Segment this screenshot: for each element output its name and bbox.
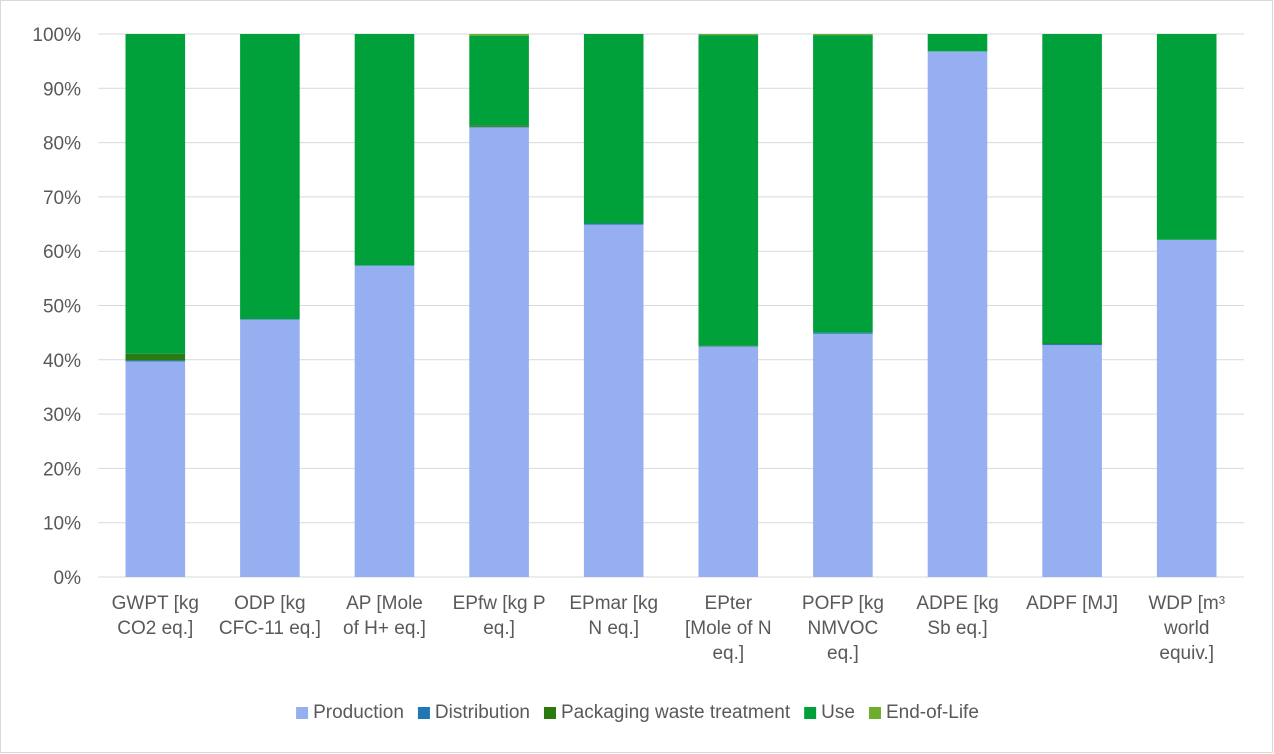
bar-segment-use xyxy=(354,34,415,266)
x-tick-label: WDP [m³ world equiv.] xyxy=(1148,593,1225,664)
bar-segment-production xyxy=(1042,345,1102,577)
bar-segment-use xyxy=(1156,34,1217,240)
x-axis-tick-labels: GWPT [kg CO2 eq.] ODP [kg CFC-11 eq.] AP [Mo… xyxy=(112,593,1225,664)
bar-segment-end-of-life xyxy=(813,34,873,36)
bar-segment-production xyxy=(813,333,873,577)
bar-segment-production xyxy=(125,361,186,577)
legend-item-distribution: Distribution xyxy=(417,702,530,723)
legend-item-use: Use xyxy=(804,702,855,723)
bar-segment-distribution xyxy=(125,360,186,362)
bar-segment-production xyxy=(927,51,988,577)
legend-item-end-of-life: End-of-Life xyxy=(868,702,979,723)
legend-item-packaging-waste-treatment: Packaging waste treatment xyxy=(543,702,791,723)
y-tick-label: 10% xyxy=(43,514,81,535)
bar-segment-use xyxy=(125,34,186,354)
legend-label: Production xyxy=(313,702,404,723)
legend-label: Use xyxy=(821,702,855,723)
x-tick-label: EPmar [kg N eq.] xyxy=(569,593,658,639)
x-tick-label: ADPE [kg Sb eq.] xyxy=(916,593,998,639)
bar-segment-use xyxy=(240,34,300,320)
bar-segment-use xyxy=(698,35,759,346)
bar-segment-distribution xyxy=(240,319,300,320)
bar-segment-production xyxy=(240,319,300,577)
bar-segment-packaging-waste-treatment xyxy=(1042,343,1102,345)
bar-segment-production xyxy=(583,224,644,577)
bar-segment-distribution xyxy=(1042,344,1102,346)
legend-swatch xyxy=(868,707,881,719)
bar-segment-end-of-life xyxy=(469,34,529,36)
legend: Production Distribution Packaging waste tr… xyxy=(296,702,979,723)
bar-segment-use xyxy=(469,35,529,126)
x-tick-label: AP [Mole of H+ eq.] xyxy=(343,593,426,639)
legend-label: End-of-Life xyxy=(886,702,979,723)
y-tick-label: 50% xyxy=(43,297,81,318)
legend-swatch xyxy=(543,707,556,719)
y-tick-label: 90% xyxy=(43,79,81,100)
bar-segment-use xyxy=(813,35,873,333)
y-tick-label: 40% xyxy=(43,351,81,372)
bar-segment-packaging-waste-treatment xyxy=(125,353,186,361)
y-tick-label: 80% xyxy=(43,134,81,155)
bar-segment-distribution xyxy=(813,332,873,334)
y-tick-label: 20% xyxy=(43,459,81,480)
bar-segment-packaging-waste-treatment xyxy=(469,125,529,127)
y-tick-label: 60% xyxy=(43,242,81,263)
bar-segment-distribution xyxy=(583,223,644,225)
legend-swatch xyxy=(417,707,430,719)
bar-segment-production xyxy=(354,265,415,577)
y-tick-label: 70% xyxy=(43,188,81,209)
bar-segment-use xyxy=(1042,34,1102,344)
y-tick-label: 0% xyxy=(54,568,82,589)
bar-segment-distribution xyxy=(698,346,759,347)
y-tick-label: 30% xyxy=(43,405,81,426)
bar-segment-distribution xyxy=(469,126,529,128)
bar-segment-distribution xyxy=(354,265,415,266)
bar-segment-production xyxy=(469,127,529,578)
bar-segment-production xyxy=(698,346,759,577)
bar-segment-packaging-waste-treatment xyxy=(698,345,759,347)
x-tick-label: POFP [kg NMVOC eq.] xyxy=(802,593,884,664)
legend-item-production: Production xyxy=(296,702,404,723)
bar-segment-end-of-life xyxy=(698,34,759,36)
bar-segment-use xyxy=(927,34,988,52)
x-tick-label: ADPF [MJ] xyxy=(1026,593,1118,614)
y-tick-label: 100% xyxy=(32,25,81,46)
legend-swatch xyxy=(804,707,817,719)
x-tick-label: ODP [kg CFC-11 eq.] xyxy=(219,593,321,639)
bar-segment-use xyxy=(583,34,644,224)
legend-label: Distribution xyxy=(435,702,530,723)
x-tick-label: GWPT [kg CO2 eq.] xyxy=(112,593,199,639)
bars xyxy=(125,34,1217,578)
bar-segment-production xyxy=(1156,239,1217,578)
y-axis-tick-labels: 0% 10% 20% 30% 40% 50% 60% 70% 80% 90% 100% xyxy=(32,25,81,589)
legend-label: Packaging waste treatment xyxy=(561,702,791,723)
legend-swatch xyxy=(296,707,309,719)
